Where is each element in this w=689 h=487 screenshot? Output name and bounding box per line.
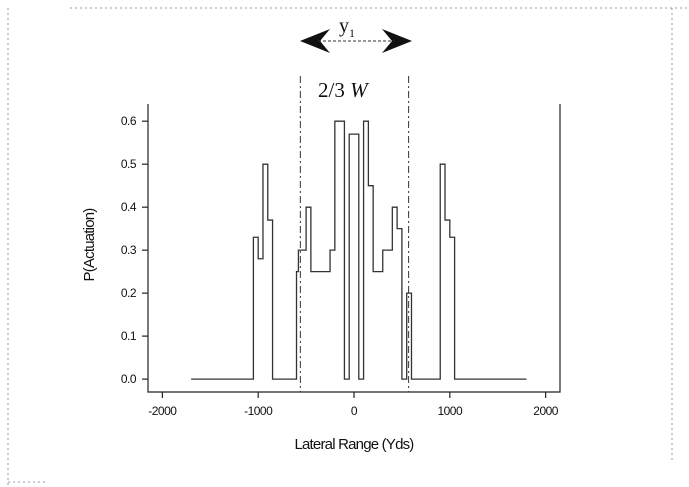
y-tick-label: 0.2 (121, 286, 137, 300)
x-axis-ticks: -2000 -1000 0 1000 2000 (148, 392, 559, 418)
y-tick-label: 0.5 (121, 157, 137, 171)
y-tick-label: 0.1 (121, 329, 137, 343)
x-axis-title: Lateral Range (Yds) (294, 436, 414, 453)
y1-label: y1 (339, 15, 355, 40)
left-arrowhead (300, 29, 330, 53)
y-tick-label: 0.6 (121, 114, 137, 128)
x-tick-label: -1000 (244, 404, 273, 418)
y-tick-label: 0.0 (121, 372, 137, 386)
y-axis-ticks: 0.0 0.1 0.2 0.3 0.4 0.5 0.6 (121, 114, 148, 386)
x-tick-label: 0 (351, 404, 358, 418)
x-tick-label: -2000 (148, 404, 177, 418)
plot-area: -2000 -1000 0 1000 2000 0.00.10.20.30.40.50.… (121, 76, 561, 418)
x-tick-label: 2000 (533, 404, 559, 418)
y-tick-label: 0.4 (121, 200, 137, 214)
y1-width-arrow: y1 (300, 15, 412, 53)
x-tick-label: 1000 (437, 404, 463, 418)
axis-frame (147, 104, 561, 393)
window-label: 2/3 W (318, 78, 370, 102)
two-thirds-label: 2/3 W (318, 78, 370, 102)
actuation-probability-line (191, 120, 527, 380)
y-tick-label: 0.3 (121, 243, 137, 257)
y-axis-title: P(Actuation) (81, 208, 98, 282)
right-arrowhead (382, 29, 412, 53)
figure-frame (7, 7, 689, 487)
